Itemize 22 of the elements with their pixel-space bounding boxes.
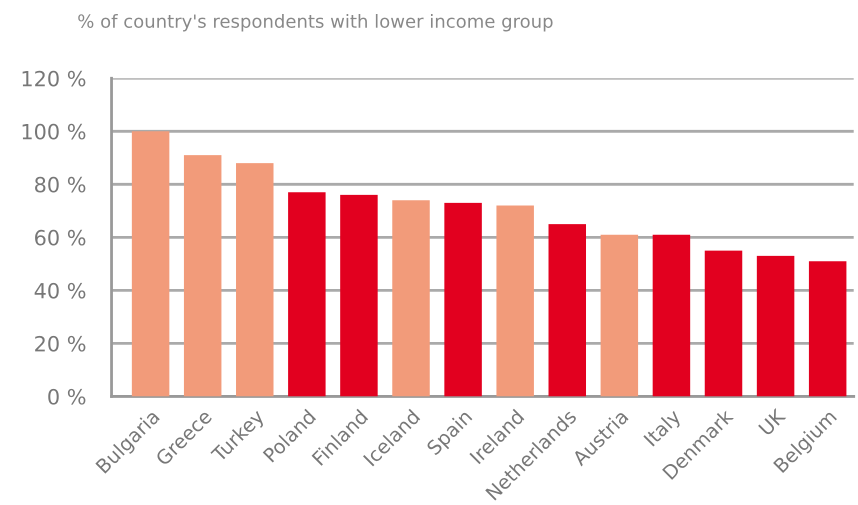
- bar: [808, 261, 846, 396]
- y-tick-label: 40 %: [34, 282, 86, 299]
- bar: [392, 200, 430, 396]
- bar: [236, 163, 274, 396]
- y-tick-label: 80 %: [35, 176, 86, 193]
- y-tick-label: 0 %: [48, 388, 86, 405]
- y-tick-label: 100 %: [22, 124, 86, 140]
- bar: [600, 234, 638, 396]
- bar: [756, 256, 794, 396]
- y-tick-label: 120 %: [22, 70, 86, 86]
- chart-title: % of country's respondents with lower income group: [78, 14, 553, 32]
- bar: [548, 224, 586, 396]
- bar: [704, 250, 742, 396]
- bar: [444, 202, 482, 396]
- bar: [184, 155, 222, 396]
- bar: [652, 234, 690, 396]
- y-tick-label: 60 %: [35, 230, 86, 246]
- bar: [132, 131, 170, 396]
- y-tick-label: 20 %: [35, 336, 86, 352]
- bar: [288, 192, 326, 396]
- bar: [496, 206, 534, 396]
- bar: [340, 194, 378, 396]
